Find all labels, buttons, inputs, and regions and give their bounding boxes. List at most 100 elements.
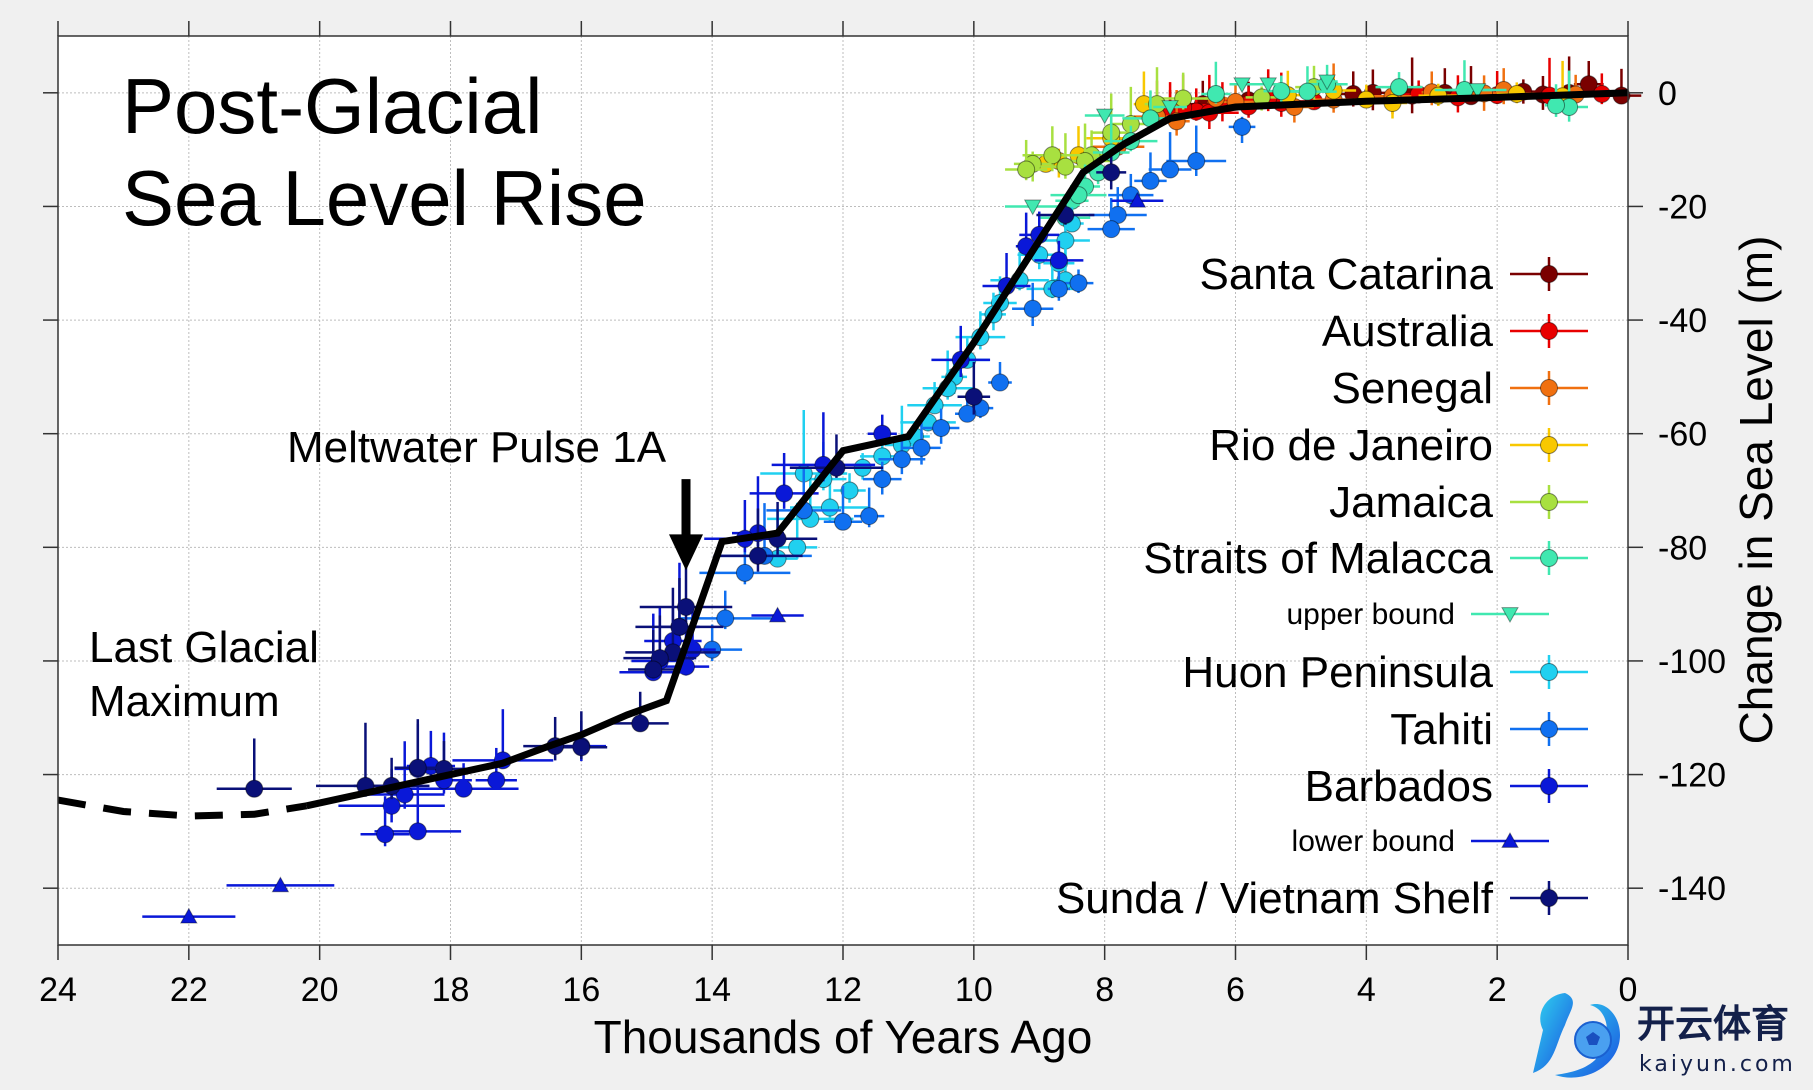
legend-item: Sunda / Vietnam Shelf: [1056, 874, 1588, 923]
annotation-arrow: [669, 479, 703, 571]
data-point: [1017, 160, 1036, 179]
legend-item: lower bound: [1292, 825, 1549, 858]
data-point: [860, 507, 879, 526]
data-point: [1056, 157, 1075, 176]
x-tick-label: 2: [1488, 971, 1507, 1009]
annotation-meltwater-pulse: Meltwater Pulse 1A: [287, 423, 667, 472]
watermark-brand-cn: 开云体育: [1637, 1002, 1789, 1046]
data-point: [1023, 199, 1042, 216]
legend-item: Straits of Malacca: [1143, 534, 1588, 583]
series-upper-bound: [1004, 74, 1507, 216]
data-point: [1141, 171, 1160, 190]
legend-marker-icon: [1540, 549, 1558, 567]
legend-label: Barbados: [1305, 762, 1493, 811]
chart-title-line-1: Post-Glacial: [122, 62, 542, 150]
x-tick-label: 0: [1619, 971, 1638, 1009]
x-tick-label: 14: [693, 971, 731, 1009]
x-tick-label: 8: [1095, 971, 1114, 1009]
legend: Santa Catarina Australia Senegal Rio de Jan…: [1056, 250, 1588, 923]
grid-lines: [58, 36, 1628, 945]
x-tick-label: 12: [824, 971, 862, 1009]
data-point: [840, 481, 859, 500]
data-point: [768, 606, 787, 623]
data-point: [1233, 77, 1251, 94]
data-point: [1049, 279, 1068, 298]
y-tick-label: -40: [1658, 302, 1707, 340]
legend-item: Australia: [1322, 307, 1588, 356]
data-point: [873, 470, 892, 489]
data-point: [1069, 274, 1088, 293]
x-tick-label: 18: [432, 971, 470, 1009]
legend-item: Tahiti: [1390, 705, 1588, 754]
x-tick-label: 10: [955, 971, 993, 1009]
x-tick-label: 22: [170, 971, 208, 1009]
data-point: [1049, 251, 1068, 270]
trend-line-solid: [305, 89, 1629, 810]
x-tick-label: 6: [1226, 971, 1245, 1009]
legend-label: lower bound: [1292, 825, 1455, 858]
axis-ticks: 24 22 20 18 16 14 12 10 8 6 4 2 00-20-40-60-80-100-1…: [39, 21, 1726, 1009]
data-point: [1259, 77, 1278, 94]
legend-marker-icon: [1540, 265, 1558, 283]
data-point: [834, 512, 852, 531]
data-point: [644, 660, 663, 679]
x-tick-label: 4: [1357, 971, 1376, 1009]
legend-label: Senegal: [1332, 364, 1493, 413]
data-point: [788, 538, 807, 557]
data-point: [1023, 299, 1042, 318]
data-point: [376, 825, 395, 844]
chart-title-line-2: Sea Level Rise: [122, 154, 647, 242]
data-point: [1272, 82, 1291, 101]
data-point: [1102, 220, 1121, 239]
data-point: [1233, 117, 1252, 136]
data-points: [142, 56, 1642, 924]
data-point: [631, 714, 650, 733]
data-point: [1187, 151, 1206, 170]
legend-marker-icon: [1540, 493, 1558, 511]
legend-marker-icon: [1501, 607, 1519, 624]
data-point: [716, 609, 735, 628]
data-point: [775, 484, 794, 503]
annotation-lgm-line-2: Maximum: [89, 677, 280, 726]
legend-marker-icon: [1540, 663, 1558, 681]
data-point: [408, 822, 427, 841]
data-point: [1161, 100, 1179, 117]
data-point: [1043, 146, 1062, 165]
data-point: [735, 563, 754, 582]
series-lower-bound: [142, 191, 1164, 924]
y-tick-label: -100: [1658, 643, 1726, 681]
legend-item: Barbados: [1305, 762, 1588, 811]
data-point: [1174, 89, 1193, 108]
watermark: 开云体育 kaiyun.com: [1525, 985, 1805, 1085]
legend-label: Santa Catarina: [1199, 250, 1493, 299]
y-axis-label: Change in Sea Level (m): [1730, 236, 1782, 745]
data-point: [1128, 191, 1147, 208]
legend-label: upper bound: [1287, 598, 1456, 631]
data-point: [1547, 96, 1566, 115]
data-point: [1318, 74, 1336, 91]
data-point: [408, 758, 427, 777]
data-point: [1298, 82, 1317, 101]
x-axis-label: Thousands of Years Ago: [594, 1011, 1093, 1063]
x-tick-label: 24: [39, 971, 77, 1009]
legend-label: Straits of Malacca: [1143, 534, 1493, 583]
data-point: [179, 907, 198, 924]
y-tick-label: -20: [1658, 188, 1707, 226]
legend-item: Jamaica: [1329, 478, 1588, 527]
series-huon-peninsula: [757, 207, 1090, 568]
legend-label: Huon Peninsula: [1182, 648, 1493, 697]
legend-marker-icon: [1540, 889, 1558, 907]
legend-item: Rio de Janeiro: [1209, 421, 1588, 470]
data-point: [1095, 108, 1114, 125]
data-point: [820, 498, 839, 517]
data-point: [1108, 205, 1127, 224]
data-point: [958, 404, 977, 423]
data-point: [1206, 84, 1225, 103]
trend-line-group: [57, 89, 1629, 820]
y-tick-label: -120: [1658, 757, 1726, 795]
data-point: [487, 771, 506, 790]
legend-label: Sunda / Vietnam Shelf: [1056, 874, 1494, 923]
x-tick-label: 16: [562, 971, 600, 1009]
data-point: [1390, 78, 1409, 97]
